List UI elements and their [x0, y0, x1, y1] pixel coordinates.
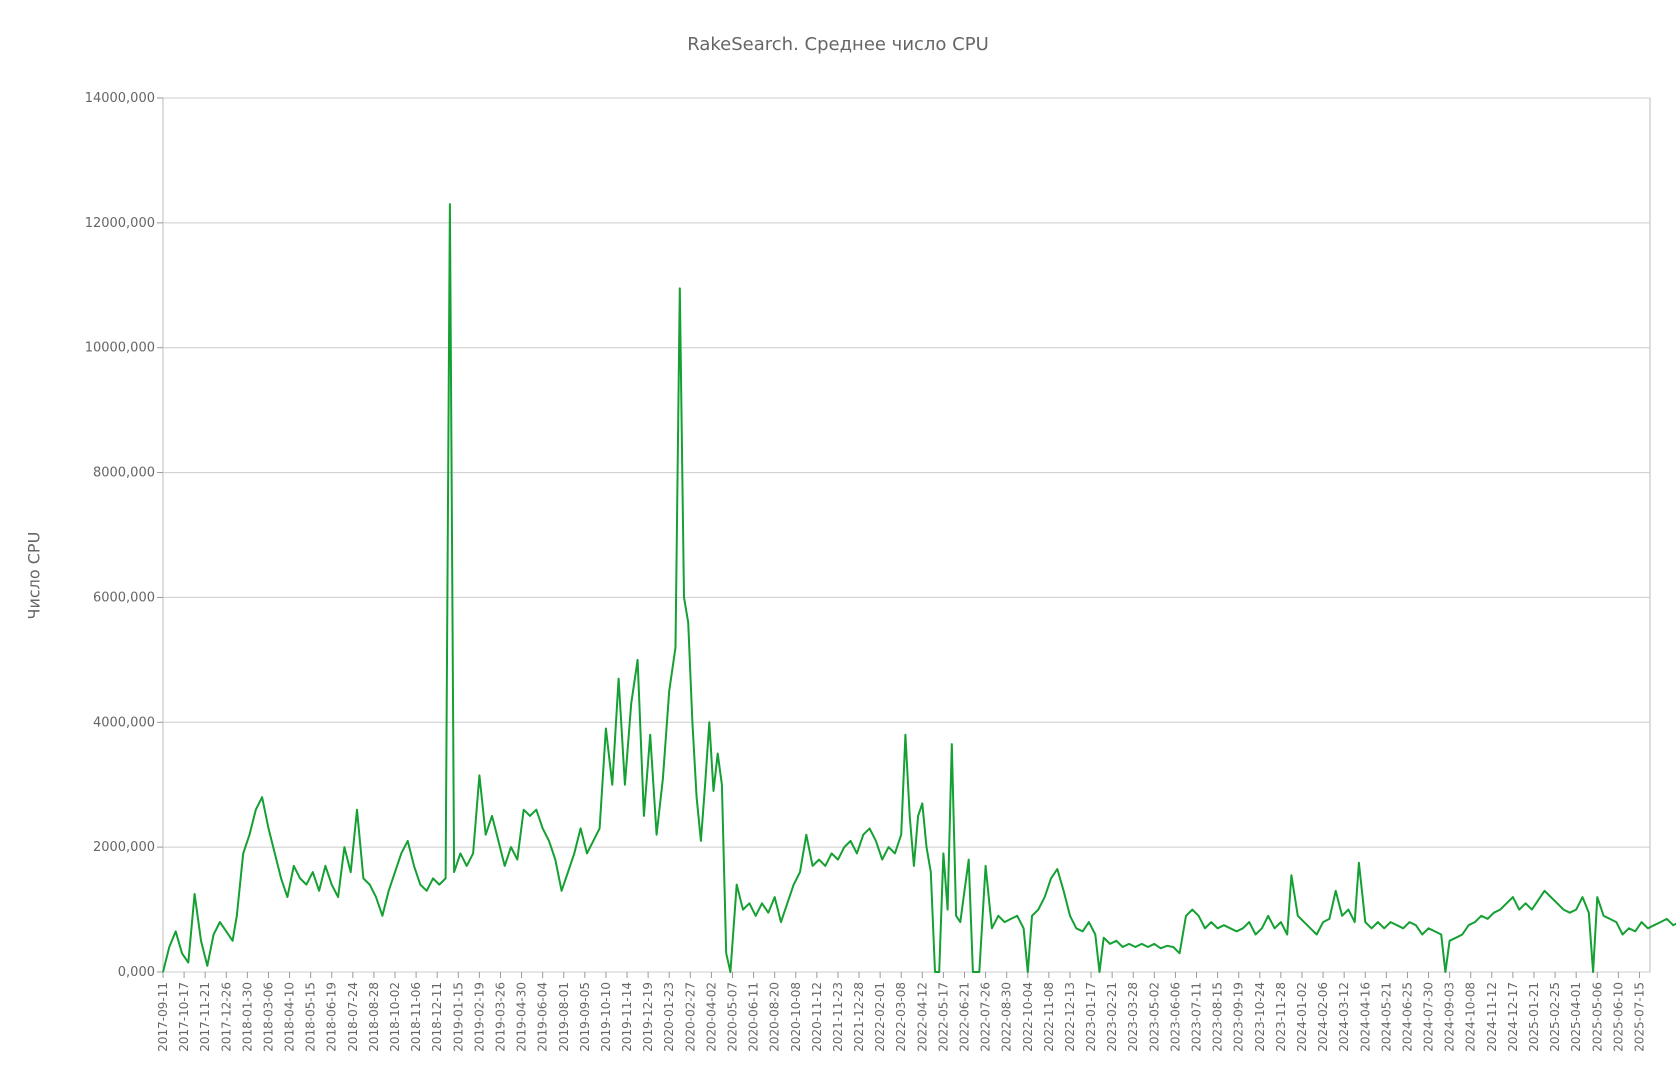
y-tick-label: 4000,000 — [93, 715, 155, 730]
x-tick-label: 2024-03-12 — [1337, 982, 1351, 1052]
x-tick-label: 2018-10-02 — [388, 982, 402, 1052]
y-tick-label: 6000,000 — [93, 590, 155, 605]
x-tick-label: 2024-07-30 — [1422, 982, 1436, 1052]
y-tick-label: 2000,000 — [93, 840, 155, 855]
x-tick-label: 2017-12-26 — [219, 982, 233, 1052]
x-tick-label: 2023-10-24 — [1253, 982, 1267, 1052]
x-tick-label: 2017-11-21 — [198, 982, 212, 1052]
x-tick-label: 2024-12-17 — [1506, 982, 1520, 1052]
x-tick-label: 2018-06-19 — [325, 982, 339, 1052]
series-layer — [162, 203, 1676, 973]
x-tick-label: 2022-11-08 — [1042, 982, 1056, 1052]
x-tick-label: 2017-10-17 — [177, 982, 191, 1052]
x-tick-label: 2023-07-11 — [1190, 982, 1204, 1052]
x-tick-label: 2019-12-19 — [641, 982, 655, 1052]
x-tick-label: 2024-04-16 — [1358, 982, 1372, 1052]
x-tick-label: 2023-05-02 — [1147, 982, 1161, 1052]
x-tick-label: 2018-07-24 — [346, 982, 360, 1052]
x-tick-label: 2022-07-26 — [979, 982, 993, 1052]
x-tick-label: 2018-01-30 — [240, 982, 254, 1052]
x-tick-label: 2021-12-28 — [852, 982, 866, 1052]
x-tick-label: 2017-09-11 — [156, 982, 170, 1052]
x-tick-label: 2025-06-10 — [1611, 982, 1625, 1052]
x-tick-label: 2024-10-08 — [1464, 982, 1478, 1052]
x-tick-label: 2018-04-10 — [283, 982, 297, 1052]
x-tick-label: 2023-06-06 — [1168, 982, 1182, 1052]
x-tick-label: 2022-08-30 — [1000, 982, 1014, 1052]
x-tick-label: 2020-04-02 — [704, 982, 718, 1052]
x-tick-label: 2018-08-28 — [367, 982, 381, 1052]
x-tick-label: 2018-12-11 — [430, 982, 444, 1052]
x-tick-label: 2025-02-25 — [1548, 982, 1562, 1052]
x-tick-label: 2021-11-23 — [831, 982, 845, 1052]
series-line — [162, 203, 1676, 973]
x-axis-ticks: 2017-09-11 2017-10-17 2017-11-21 2017-12-26… — [156, 972, 1646, 1052]
x-tick-label: 2023-09-19 — [1232, 982, 1246, 1052]
x-tick-label: 2020-06-11 — [747, 982, 761, 1052]
x-tick-label: 2019-09-05 — [578, 982, 592, 1052]
x-tick-label: 2025-04-01 — [1569, 982, 1583, 1052]
x-tick-label: 2023-02-21 — [1105, 982, 1119, 1052]
x-tick-label: 2020-11-12 — [810, 982, 824, 1052]
plot-frame — [162, 97, 1651, 973]
y-tick-label: 12000,000 — [85, 216, 155, 231]
x-tick-label: 2018-11-06 — [409, 982, 423, 1052]
x-tick-label: 2019-11-14 — [620, 982, 634, 1052]
x-tick-label: 2020-08-20 — [768, 982, 782, 1052]
x-tick-label: 2023-01-17 — [1084, 982, 1098, 1052]
x-tick-label: 2025-07-15 — [1632, 982, 1646, 1052]
x-tick-label: 2019-08-01 — [557, 982, 571, 1052]
x-tick-label: 2018-03-06 — [261, 982, 275, 1052]
x-tick-label: 2022-02-01 — [873, 982, 887, 1052]
x-tick-label: 2019-06-04 — [536, 982, 550, 1052]
x-tick-label: 2019-01-15 — [451, 982, 465, 1052]
x-tick-label: 2020-01-23 — [662, 982, 676, 1052]
x-tick-label: 2018-05-15 — [304, 982, 318, 1052]
x-tick-label: 2019-10-10 — [599, 982, 613, 1052]
x-tick-label: 2024-11-12 — [1485, 982, 1499, 1052]
x-tick-label: 2019-02-19 — [472, 982, 486, 1052]
x-tick-label: 2020-02-27 — [683, 982, 697, 1052]
y-axis-ticks: 0,000 2000,000 4000,000 6000,000 8000,000 100… — [85, 91, 163, 980]
x-tick-label: 2020-05-07 — [725, 982, 739, 1052]
x-tick-label: 2025-01-21 — [1527, 982, 1541, 1052]
grid-lines — [162, 97, 1651, 973]
x-tick-label: 2024-01-02 — [1295, 982, 1309, 1052]
x-tick-label: 2020-10-08 — [789, 982, 803, 1052]
x-tick-label: 2023-11-28 — [1274, 982, 1288, 1052]
x-tick-label: 2022-12-13 — [1063, 982, 1077, 1052]
x-tick-label: 2024-02-06 — [1316, 982, 1330, 1052]
x-tick-label: 2019-03-26 — [493, 982, 507, 1052]
x-tick-label: 2024-05-21 — [1379, 982, 1393, 1052]
x-tick-label: 2022-03-08 — [894, 982, 908, 1052]
y-tick-label: 8000,000 — [93, 466, 155, 481]
x-tick-label: 2022-06-21 — [958, 982, 972, 1052]
x-tick-label: 2022-05-17 — [936, 982, 950, 1052]
y-tick-label: 14000,000 — [85, 91, 155, 106]
y-tick-label: 0,000 — [118, 965, 155, 980]
x-tick-label: 2024-06-25 — [1400, 982, 1414, 1052]
x-tick-label: 2022-04-12 — [915, 982, 929, 1052]
chart-title: RakeSearch. Среднее число CPU — [687, 34, 989, 55]
x-tick-label: 2025-05-06 — [1590, 982, 1604, 1052]
x-tick-label: 2023-08-15 — [1211, 982, 1225, 1052]
x-tick-label: 2023-03-28 — [1126, 982, 1140, 1052]
x-tick-label: 2022-10-04 — [1021, 982, 1035, 1052]
x-tick-label: 2019-04-30 — [515, 982, 529, 1052]
x-tick-label: 2024-09-03 — [1443, 982, 1457, 1052]
y-tick-label: 10000,000 — [85, 341, 155, 356]
